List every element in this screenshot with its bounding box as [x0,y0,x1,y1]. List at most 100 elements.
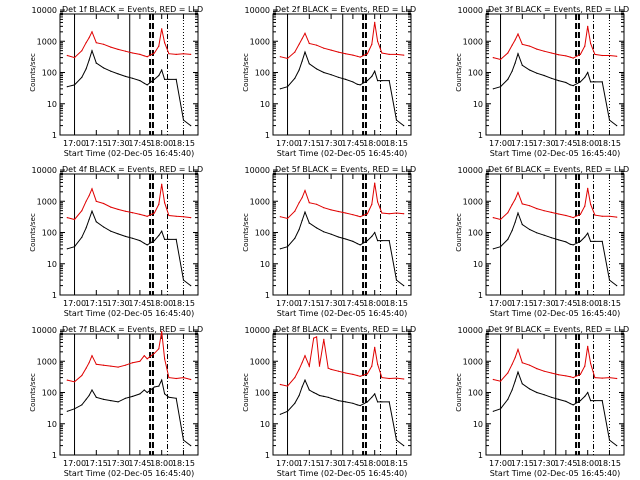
data-point-lld [371,203,373,205]
data-point-events [374,231,376,234]
x-tick-label: 17:45 [341,139,364,148]
data-point-events [388,240,390,242]
panel-title: Det 5f BLACK = Events, RED = LLD [275,165,416,174]
y-tick-label: 10000 [32,166,57,175]
data-point-lld [286,385,289,387]
x-tick-label: 18:00 [150,139,173,148]
data-point-events [550,237,553,239]
y-tick-label: 10000 [32,6,57,15]
data-point-events [308,389,310,391]
y-tick-label: 1000 [37,197,57,206]
data-point-lld [132,52,134,54]
data-point-events [73,408,76,410]
x-tick-label: 17:30 [320,299,343,308]
x-tick-label: 17:45 [554,299,577,308]
y-tick-label: 1000 [250,357,270,366]
x-tick-label: 17:45 [341,459,364,468]
data-point-events [132,77,134,79]
data-point-lld [587,25,589,27]
data-point-lld [313,337,315,339]
data-point-events [323,231,325,233]
y-tick-label: 10000 [458,326,483,335]
data-point-lld [103,364,105,366]
data-point-events [388,80,390,82]
data-point-lld [164,42,166,44]
x-tick-label: 17:30 [533,299,556,308]
plot-frame [272,13,412,136]
data-point-lld [66,54,68,57]
y-tick-label: 1 [52,131,57,140]
data-point-events [514,221,516,223]
data-point-lld [388,213,390,215]
y-tick-label: 100 [468,229,483,238]
data-point-lld [330,368,332,370]
data-point-events [294,237,296,239]
data-point-events [85,398,87,400]
data-point-events [521,64,523,66]
x-tick-label: 17:00 [63,139,86,148]
data-point-lld [569,376,571,378]
data-point-lld [124,210,126,212]
data-point-events [153,78,155,80]
data-point-lld [584,45,586,47]
data-point-lld [616,377,618,380]
data-point-events [298,394,300,397]
panel-title: Det 9f BLACK = Events, RED = LLD [488,325,629,334]
data-point-lld [543,50,545,52]
panel-2: Det 2f BLACK = Events, RED = LLD 1 10 100 10… [242,5,416,158]
data-point-events [550,77,553,79]
series-line-events [67,378,192,446]
x-tick-label: 17:45 [128,139,151,148]
data-point-lld [175,53,177,56]
data-point-events [587,232,589,234]
data-point-lld [327,367,329,369]
data-point-lld [529,205,531,207]
data-point-events [337,76,339,78]
data-point-events [536,391,538,394]
x-tick-label: 18:15 [385,459,408,468]
y-tick-label: 10000 [458,166,483,175]
data-point-lld [584,205,586,207]
data-point-lld [301,197,303,199]
data-point-events [286,86,289,88]
data-point-lld [168,53,170,55]
x-tick-label: 17:30 [107,459,130,468]
y-tick-label: 1 [478,451,483,460]
data-point-events [511,389,513,391]
data-point-events [377,401,379,403]
data-point-lld [590,362,592,365]
data-point-events [301,386,303,388]
data-point-events [616,285,618,287]
data-point-lld [536,48,538,50]
data-point-events [143,242,145,244]
data-point-lld [543,210,545,212]
x-axis-label: Start Time (02-Dec-05 16:45:40) [64,469,195,478]
x-tick-label: 17:15 [298,139,321,148]
data-point-lld [279,56,281,58]
data-point-lld [374,21,376,23]
data-point-events [161,379,163,381]
data-point-lld [366,53,368,55]
data-point-lld [565,375,567,377]
data-point-events [66,86,68,88]
y-tick-label: 10 [260,260,270,269]
data-point-lld [345,372,347,374]
data-point-events [146,244,148,246]
y-axis-label: Counts/sec [455,213,463,252]
data-point-lld [117,366,119,368]
data-point-lld [511,363,513,365]
data-point-events [371,396,373,398]
data-point-lld [569,56,571,58]
data-point-events [550,396,553,398]
series-line-lld [280,22,404,60]
x-axis-label: Start Time (02-Dec-05 16:45:40) [277,469,408,478]
data-point-lld [395,212,398,214]
data-point-lld [395,377,398,379]
data-point-lld [395,53,398,56]
data-point-events [381,80,383,82]
data-point-events [584,395,586,397]
data-point-lld [507,52,509,54]
data-point-events [590,81,592,83]
data-point-events [164,238,166,240]
data-point-events [517,212,519,214]
